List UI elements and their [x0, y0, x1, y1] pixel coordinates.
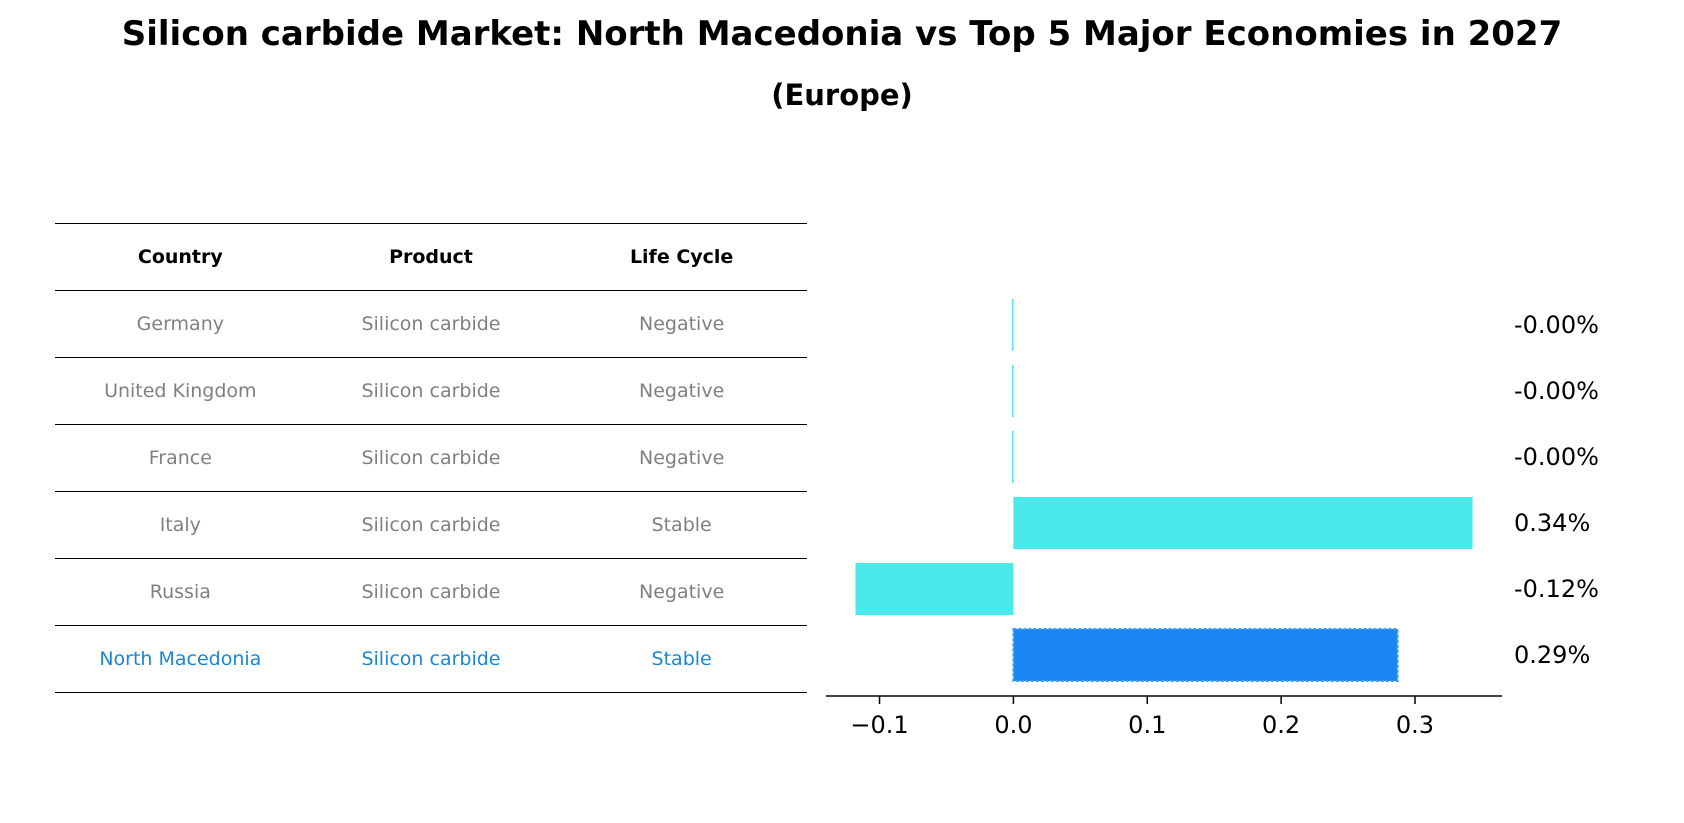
cell-life-cycle: Negative [639, 581, 725, 603]
cell-product: Silicon carbide [361, 447, 501, 469]
cell-country: Italy [159, 514, 201, 536]
table-row: Russia Silicon carbide Negative [55, 559, 807, 626]
data-label: 0.29% [1514, 641, 1590, 669]
cell-product: Silicon carbide [361, 581, 501, 603]
cell-life-cycle: Stable [651, 648, 712, 670]
data-label: 0.34% [1514, 509, 1590, 537]
data-label: -0.00% [1514, 443, 1599, 471]
header-life-cycle: Life Cycle [629, 246, 734, 268]
header-product: Product [389, 246, 473, 268]
cell-country: Germany [136, 313, 224, 335]
bar [1013, 497, 1473, 549]
cell-country: United Kingdom [104, 380, 257, 402]
comparison-table: Country Product Life Cycle Germany Silic… [55, 223, 807, 693]
data-label: -0.12% [1514, 575, 1599, 603]
cell-product: Silicon carbide [361, 514, 501, 536]
cell-product: Silicon carbide [361, 648, 501, 670]
chart-subtitle: (Europe) [771, 78, 913, 112]
x-tick-label: 0.1 [1128, 711, 1166, 739]
cell-country: France [148, 447, 212, 469]
cell-country: North Macedonia [99, 648, 262, 670]
x-tick-label: 0.0 [994, 711, 1032, 739]
data-label: -0.00% [1514, 377, 1599, 405]
bar [1012, 365, 1014, 417]
table-row: United Kingdom Silicon carbide Negative [55, 358, 807, 425]
bar [1012, 431, 1014, 483]
cell-life-cycle: Stable [651, 514, 712, 536]
table-row: France Silicon carbide Negative [55, 425, 807, 492]
header-country: Country [137, 246, 223, 268]
x-tick-label: −0.1 [850, 711, 908, 739]
table-header-row: Country Product Life Cycle [55, 223, 807, 291]
cell-country: Russia [149, 581, 211, 603]
cell-life-cycle: Negative [639, 447, 725, 469]
x-tick-label: 0.3 [1396, 711, 1434, 739]
chart-title: Silicon carbide Market: North Macedonia … [121, 14, 1563, 54]
cell-product: Silicon carbide [361, 313, 501, 335]
table-row: Germany Silicon carbide Negative [55, 291, 807, 358]
table-row-highlighted: North Macedonia Silicon carbide Stable [55, 626, 807, 693]
bar-chart: -0.00% -0.00% -0.00% 0.34% -0.12% 0.29% −0.1 0.… [826, 299, 1599, 739]
bar [1012, 299, 1014, 351]
x-tick-label: 0.2 [1262, 711, 1300, 739]
bar-highlighted [1012, 628, 1399, 682]
cell-product: Silicon carbide [361, 380, 501, 402]
cell-life-cycle: Negative [639, 380, 725, 402]
cell-life-cycle: Negative [639, 313, 725, 335]
data-label: -0.00% [1514, 311, 1599, 339]
table-row: Italy Silicon carbide Stable [55, 492, 807, 559]
bar [855, 563, 1014, 615]
